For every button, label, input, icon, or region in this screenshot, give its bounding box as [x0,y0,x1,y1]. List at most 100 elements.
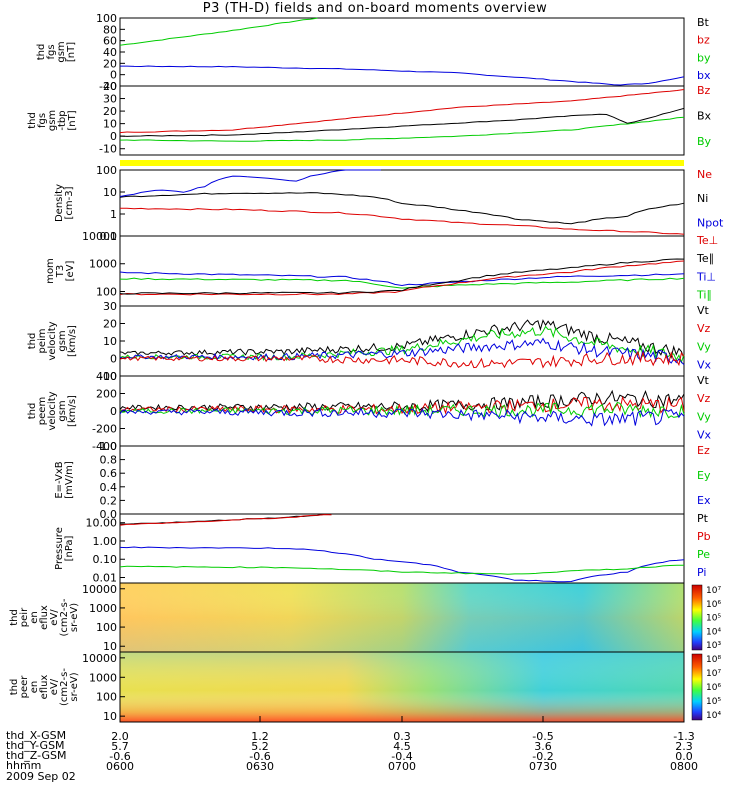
x-axis-value: 2.3 [675,740,693,753]
series-Te∥ [119,258,685,295]
x-axis-value: -0.5 [532,730,553,743]
y-tick-label: 0 [110,69,117,82]
x-axis-value: 3.6 [534,740,552,753]
y-tick-label: 0.0 [100,508,118,521]
x-axis-value: -0.6 [109,750,130,763]
legend-entry: bz [697,34,710,47]
legend-entry: Te∥ [696,252,714,265]
y-tick-label: 0.6 [100,467,118,480]
spectrogram-shade [120,583,684,652]
y-tick-label: 10 [103,710,117,723]
x-axis-table: thd_X-GSM thd_Y-GSM thd_Z-GSM hhmm [6,729,67,771]
y-tick-label: 0 [110,130,117,143]
legend-entry: Bx [697,109,712,122]
legend-entry: Vx [697,359,712,372]
series-Pe [119,564,684,575]
x-axis-value: 0800 [670,760,698,773]
series-Ne [120,207,685,235]
legend-entry: Ti∥ [696,289,712,302]
panel-peer_eflux: 10⁸ 10⁷ 10⁶ 10⁵ 10⁴ 10000 1000 100 10 thd peer en ef… [9,651,721,723]
y-axis-label: thd fgs gsm -tbp [nT] [27,110,78,131]
y-label-line: [km/s] [67,325,78,357]
y-label-line: [cm-3] [64,186,75,219]
y-tick-label: 40 [103,46,117,59]
series-by [119,17,318,46]
y-tick-label: 10000 [82,230,117,243]
y-tick-label: 20 [103,318,117,331]
y-tick-label: 100 [96,691,117,704]
legend-entry: Ti⊥ [696,270,716,283]
y-tick-label: 10 [103,335,117,348]
y-tick-label: 100 [96,12,117,25]
y-tick-label: 100 [96,285,117,298]
y-tick-label: 30 [103,300,117,313]
legend-entry: bx [697,69,711,82]
series-Vy [119,325,685,364]
legend-entry: Pe [697,548,710,561]
legend-entry: Pb [697,530,711,543]
panel-peir_eflux: 10⁷ 10⁶ 10⁵ 10⁴ 10³ 10000 1000 100 10 thd peir en ef… [9,582,721,653]
series-Vz [119,395,685,415]
y-tick-label: 200 [96,388,117,401]
colorbar-label: 10⁵ [706,697,721,707]
y-tick-label: 1000 [89,602,117,615]
y-tick-label: -400 [92,440,117,453]
y-tick-label: 10 [103,186,117,199]
x-axis-row-label: thd_X-GSM [6,729,67,742]
y-label-line: peer [19,675,30,699]
y-axis-label: thd peer en eflux eV/(cm2-s-sr-eV) [9,668,80,706]
y-tick-label: 100 [96,621,117,634]
y-tick-label: 10000 [82,652,117,665]
y-tick-label: -20 [99,80,117,93]
y-label-line: [nT] [66,42,77,62]
series-Pb [119,514,332,526]
x-axis-value: 2.0 [111,730,129,743]
x-axis-value: 1.2 [251,730,269,743]
y-label-line: fgs [37,113,48,128]
colorbar-label: 10³ [706,641,721,651]
x-axis-value: -0.6 [249,750,270,763]
y-tick-label: 80 [103,23,117,36]
panel-frame [119,235,685,307]
y-label-line: peem [37,397,48,425]
legend-entry: Vz [697,392,711,405]
y-tick-label: -10 [99,370,117,383]
y-label-line: eV/ [49,609,60,626]
y-label-line: eflux [39,675,50,700]
legend-entry: Te⊥ [696,234,718,247]
series-Vx [119,406,685,427]
panel-velocity_gsm: 30 20 10 0 -10 thd peim velocity gsm [km/s] Vt Vz Vy… [27,300,712,383]
colorbar [691,584,703,651]
x-axis-value: 0730 [529,760,557,773]
y-label-line: thd [36,44,47,61]
y-label-line: gsm [47,110,58,131]
legend-entry: Ne [697,168,712,181]
y-label-line: fgs [46,44,57,59]
y-tick-label: 0.2 [100,494,118,507]
legend-entry: Npot [697,216,724,229]
yellow-status-bar [120,160,684,166]
legend-entry: By [697,135,712,148]
colorbar-label: 10⁸ [706,655,721,665]
series-bx [120,65,685,86]
y-tick-label: 20 [103,105,117,118]
y-tick-label: 0.8 [100,454,118,467]
y-axis-label: thd peem velocity gsm [km/s] [27,391,78,430]
x-axis: 2.05.7-0.606001.25.2-0.606300.34.5-0.407… [106,716,698,773]
panel-density: 100 10 1 0.1 Density [cm-3] Ne Ni Npot [54,164,724,243]
x-axis-value: 0.0 [675,750,693,763]
y-tick-label: 100 [96,164,117,177]
y-label-line: Pressure [54,527,65,570]
panel-pressure: 10.00 1.00 0.10 0.01 Pressure [nPa] Pt Pb Pe Pi [54,512,711,585]
y-label-line: en [29,681,40,694]
y-label-line: sr-eV) [69,672,80,701]
y-label-line: eflux [39,605,50,630]
legend-entry: Pi [697,566,706,579]
y-tick-label: 30 [103,93,117,106]
y-tick-label: 400 [96,370,117,383]
legend-entry: Vx [697,429,712,442]
legend-entry: Vy [697,410,711,423]
y-label-line: mom [45,258,56,284]
